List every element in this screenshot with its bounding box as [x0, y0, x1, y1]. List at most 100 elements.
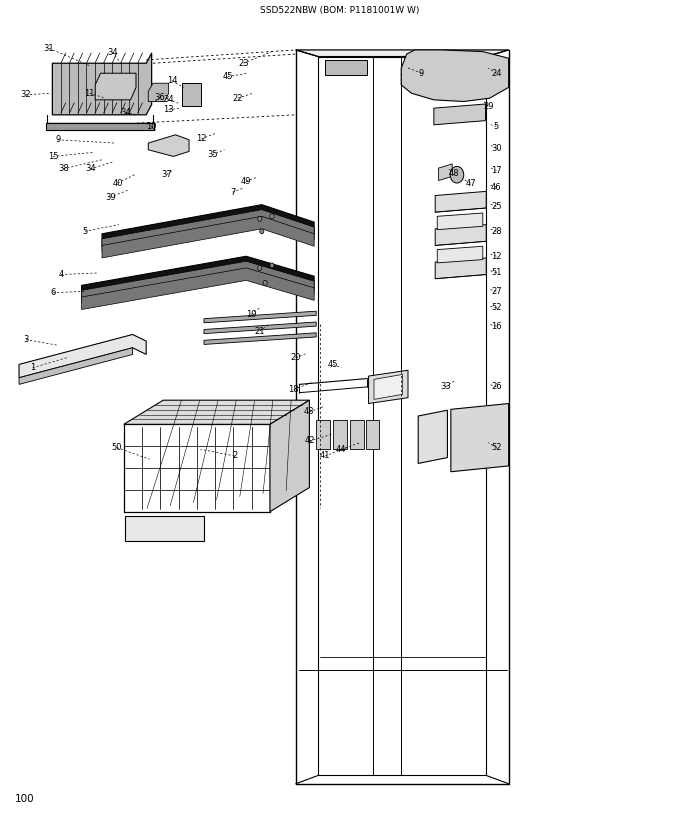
Text: 47: 47	[465, 179, 476, 187]
Text: 38: 38	[58, 165, 69, 173]
Circle shape	[450, 166, 464, 183]
Text: 2: 2	[232, 452, 237, 460]
Polygon shape	[82, 261, 314, 303]
Text: 24: 24	[491, 69, 502, 77]
Polygon shape	[401, 50, 509, 102]
Polygon shape	[333, 420, 347, 449]
Text: 34: 34	[85, 165, 96, 173]
Text: 27: 27	[491, 287, 502, 295]
Polygon shape	[439, 164, 452, 181]
Text: 1: 1	[30, 364, 35, 372]
Text: 10: 10	[146, 122, 156, 131]
Text: 19: 19	[245, 310, 256, 319]
Polygon shape	[434, 104, 486, 125]
Text: 52: 52	[491, 443, 502, 452]
Polygon shape	[418, 410, 447, 463]
Polygon shape	[102, 216, 314, 258]
Polygon shape	[52, 53, 152, 115]
Text: 44: 44	[336, 445, 347, 453]
Polygon shape	[437, 213, 483, 230]
Circle shape	[263, 280, 267, 285]
Polygon shape	[19, 334, 146, 378]
Text: 9: 9	[55, 136, 61, 144]
Text: 16: 16	[491, 322, 502, 330]
Text: 35: 35	[207, 151, 218, 159]
Circle shape	[258, 265, 262, 270]
Text: 28: 28	[491, 227, 502, 235]
Text: 7: 7	[230, 188, 235, 196]
Circle shape	[270, 214, 274, 219]
Text: 39: 39	[105, 193, 116, 201]
Polygon shape	[366, 420, 379, 449]
Polygon shape	[82, 256, 314, 298]
Polygon shape	[435, 225, 486, 245]
Polygon shape	[95, 73, 136, 100]
Text: 17: 17	[491, 166, 502, 175]
Text: 26: 26	[491, 383, 502, 391]
Text: 41: 41	[320, 452, 330, 460]
Text: 34: 34	[107, 48, 118, 57]
Polygon shape	[182, 83, 201, 106]
Polygon shape	[204, 311, 316, 323]
Polygon shape	[369, 370, 408, 404]
Text: 4: 4	[58, 270, 64, 279]
Text: 30: 30	[491, 144, 502, 152]
Polygon shape	[316, 420, 330, 449]
Polygon shape	[102, 205, 314, 246]
Text: 20: 20	[290, 354, 301, 362]
Text: 12: 12	[491, 252, 502, 260]
Text: 43: 43	[304, 408, 315, 416]
Text: 45: 45	[328, 360, 339, 369]
Text: 31: 31	[44, 44, 54, 52]
Text: 33: 33	[440, 383, 451, 391]
Text: 36: 36	[154, 93, 165, 102]
Text: 48: 48	[449, 169, 460, 177]
Text: 22: 22	[233, 94, 243, 102]
Text: 23: 23	[238, 59, 249, 67]
Text: 5: 5	[82, 227, 88, 235]
Text: 18: 18	[288, 385, 299, 394]
Text: 32: 32	[20, 91, 31, 99]
Polygon shape	[204, 333, 316, 344]
Circle shape	[258, 216, 262, 221]
Text: 52: 52	[491, 304, 502, 312]
Text: 37: 37	[161, 171, 172, 179]
Text: 21: 21	[254, 327, 265, 335]
Text: 3: 3	[23, 335, 29, 344]
Polygon shape	[451, 404, 509, 472]
Polygon shape	[374, 374, 403, 399]
Text: 50: 50	[112, 443, 122, 452]
Text: 13: 13	[163, 106, 174, 114]
Polygon shape	[350, 420, 364, 449]
Circle shape	[260, 229, 264, 234]
Polygon shape	[19, 348, 133, 384]
Text: 11: 11	[84, 89, 95, 97]
Text: 45: 45	[222, 72, 233, 81]
Polygon shape	[435, 258, 486, 279]
Text: 6: 6	[50, 289, 56, 297]
Circle shape	[270, 263, 274, 268]
Polygon shape	[124, 400, 309, 424]
Polygon shape	[148, 83, 169, 102]
Polygon shape	[435, 191, 486, 212]
Polygon shape	[82, 268, 314, 310]
Text: 49: 49	[241, 177, 252, 186]
Text: 46: 46	[491, 183, 502, 191]
Text: 12: 12	[196, 135, 207, 143]
Polygon shape	[296, 50, 509, 57]
Text: 34: 34	[163, 96, 174, 104]
Text: 15: 15	[48, 152, 58, 161]
Text: 14: 14	[167, 77, 177, 85]
Text: 25: 25	[491, 202, 502, 210]
Polygon shape	[46, 123, 154, 130]
Text: 9: 9	[419, 69, 424, 77]
Polygon shape	[270, 400, 309, 512]
Text: 40: 40	[112, 179, 123, 187]
Text: 51: 51	[491, 269, 502, 277]
Polygon shape	[204, 322, 316, 334]
Polygon shape	[102, 210, 314, 251]
Text: 42: 42	[304, 437, 315, 445]
Polygon shape	[325, 60, 367, 75]
Text: SSD522NBW (BOM: P1181001W W): SSD522NBW (BOM: P1181001W W)	[260, 6, 420, 15]
Text: 100: 100	[15, 794, 35, 804]
